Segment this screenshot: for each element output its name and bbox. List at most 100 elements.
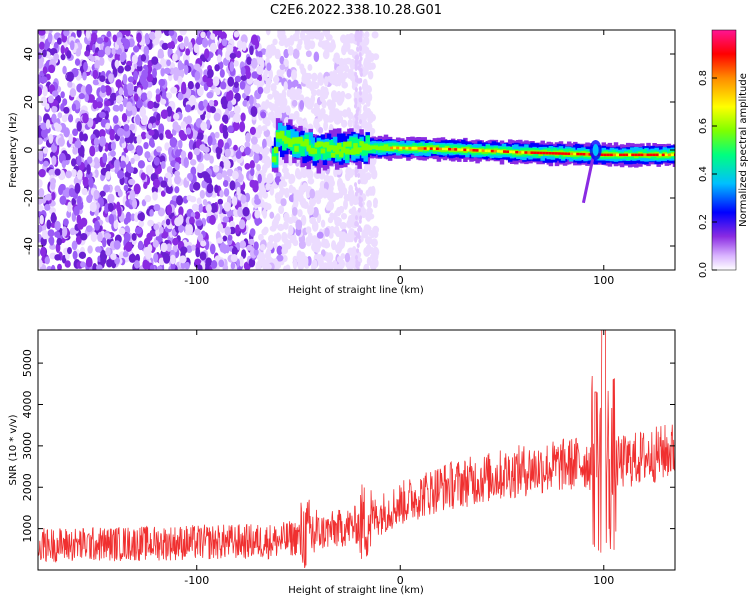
heatmap-cell (363, 224, 370, 233)
heatmap-cell (54, 168, 61, 176)
heatmap-cell (231, 98, 237, 105)
heatmap-cell (236, 50, 242, 59)
heatmap-cell (131, 232, 137, 241)
snr-x-ticks: -100 0 100 (184, 330, 614, 587)
heatmap-cell (323, 30, 331, 38)
signal-core-cell (405, 146, 409, 150)
heatmap-cell (338, 238, 346, 249)
signal-core-cell (518, 151, 522, 154)
heatmap-cell (116, 127, 125, 137)
heatmap-cell (313, 236, 320, 245)
signal-core-cell (609, 153, 613, 157)
heatmap-cell (308, 31, 316, 40)
heatmap-cell (266, 241, 274, 251)
heatmap-cell (45, 103, 50, 110)
heatmap-cell (281, 247, 288, 255)
heatmap-cell (312, 206, 319, 218)
heatmap-cell (226, 44, 234, 54)
heatmap-cell (283, 212, 290, 223)
heatmap-cell (363, 164, 369, 173)
heatmap-cell (89, 145, 96, 157)
heatmap-cell (357, 227, 361, 233)
heatmap-cell (160, 98, 167, 105)
heatmap-cell (284, 38, 289, 48)
heatmap-cell (200, 121, 208, 131)
heatmap-cell (47, 95, 54, 104)
heatmap-cell (371, 168, 378, 180)
heatmap-cell (97, 231, 103, 243)
heatmap-cell (316, 189, 324, 200)
heatmap-cell (307, 64, 313, 71)
heatmap-cell (368, 52, 375, 60)
heatmap-cell (324, 227, 330, 238)
heatmap-cell (38, 59, 44, 69)
heatmap-cell (196, 197, 202, 205)
heatmap-cell (187, 224, 194, 235)
heatmap-cell (81, 187, 88, 196)
heatmap-cell (199, 251, 207, 261)
signal-core-cell (454, 148, 458, 151)
y-tick-label: 1000 (21, 515, 34, 543)
signal-core-cell (637, 153, 641, 157)
heatmap-cell (48, 64, 56, 74)
heatmap-cell (217, 138, 224, 149)
heatmap-cell (174, 170, 181, 178)
heatmap-cell (221, 114, 229, 123)
heatmap-cell (63, 30, 70, 37)
heatmap-cell (354, 66, 358, 72)
heatmap-cell (214, 184, 219, 194)
heatmap-cell (303, 34, 311, 44)
heatmap-cell (340, 90, 346, 99)
heatmap-cell (169, 67, 175, 75)
heatmap-cell (38, 259, 43, 268)
heatmap-cell (128, 178, 136, 186)
signal-core-cell (503, 150, 507, 153)
heatmap-cell (227, 234, 233, 241)
heatmap-cell (66, 50, 72, 59)
heatmap-cell (76, 48, 82, 56)
heatmap-cell (253, 153, 260, 164)
heatmap-cell (123, 124, 130, 132)
heatmap-cell (281, 231, 288, 243)
signal-core-cell (643, 153, 647, 157)
heatmap-cell (317, 113, 323, 122)
signal-core-cell (393, 146, 397, 150)
heatmap-cell (86, 194, 93, 204)
heatmap-cell (140, 92, 148, 101)
heatmap-cell (223, 201, 231, 212)
heatmap-cell (221, 101, 229, 110)
heatmap-cell (348, 208, 356, 215)
heatmap-cell (371, 31, 379, 39)
heatmap-cell (341, 44, 347, 56)
heatmap-cell (53, 122, 60, 129)
heatmap-cell (334, 77, 340, 84)
heatmap-cell (356, 106, 360, 112)
heatmap-cell (298, 240, 306, 250)
heatmap-cell (227, 125, 234, 134)
heatmap-cell (272, 76, 280, 83)
heatmap-cell (323, 120, 329, 131)
heatmap-cell (357, 207, 361, 213)
heatmap-cell (71, 240, 78, 251)
heatmap-cell (357, 78, 361, 84)
heatmap-cell (269, 186, 275, 196)
heatmap-cell (189, 196, 197, 203)
heatmap-cell (107, 193, 115, 204)
heatmap-cell (195, 36, 203, 46)
heatmap-cell (336, 230, 344, 238)
heatmap-cell (214, 64, 220, 72)
heatmap-cell (51, 113, 57, 124)
heatmap-cell (295, 219, 303, 231)
heatmap-cell (204, 48, 210, 59)
heatmap-cell (303, 96, 311, 107)
heatmap-cell (354, 71, 358, 77)
heatmap-cell (195, 247, 201, 258)
y-tick-label: 0 (22, 147, 35, 154)
heatmap-cell (309, 216, 317, 225)
heatmap-cell (69, 88, 77, 98)
heatmap-cell (56, 237, 63, 246)
heatmap-cell (92, 99, 98, 110)
heatmap-cell (90, 55, 96, 62)
heatmap-cell (222, 235, 228, 242)
heatmap-cell (213, 112, 221, 122)
